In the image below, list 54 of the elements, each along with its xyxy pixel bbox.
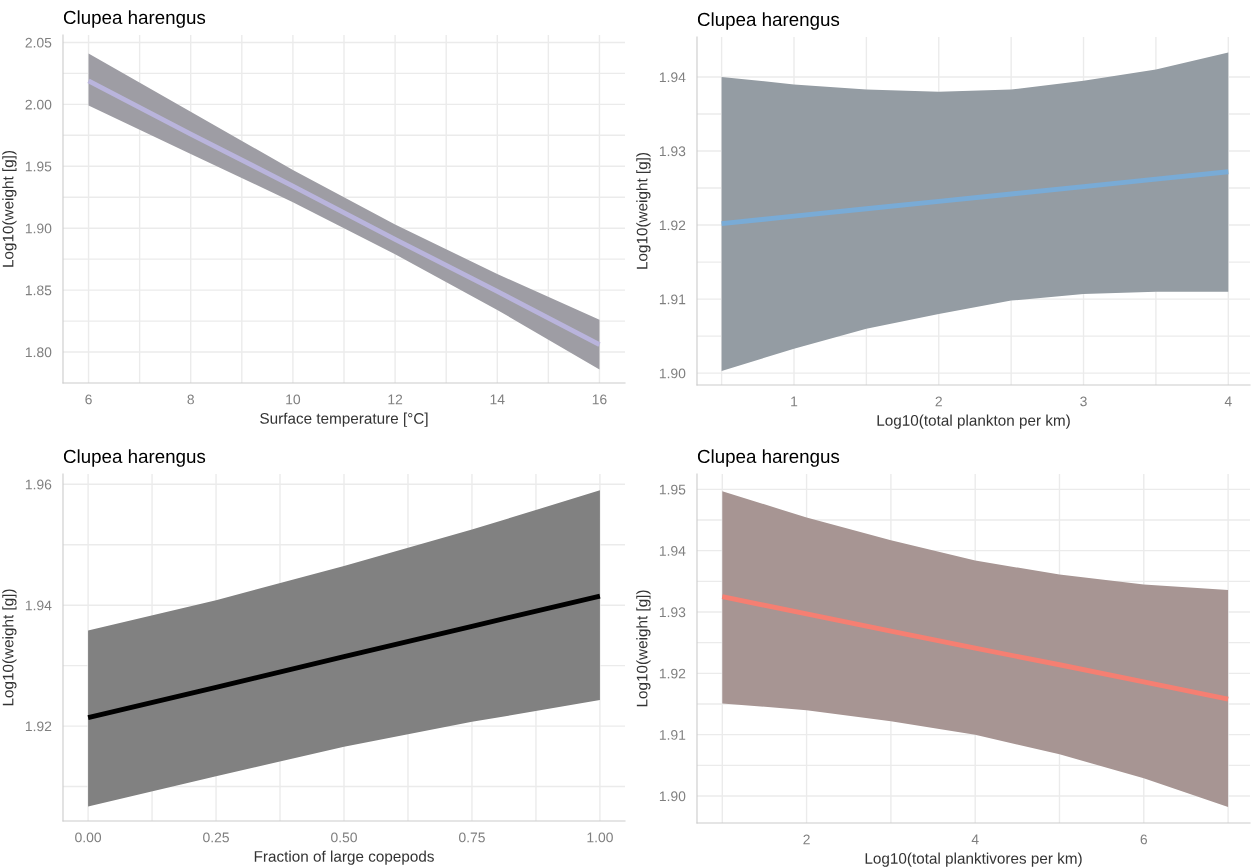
x-tick-label: 16 bbox=[592, 394, 607, 405]
y-tick-label: 1.93 bbox=[659, 146, 686, 157]
x-tick-label: 0.25 bbox=[203, 832, 229, 843]
y-tick-label: 1.94 bbox=[659, 72, 686, 83]
x-tick-label: 14 bbox=[490, 394, 505, 405]
y-tick-label: 1.93 bbox=[659, 607, 686, 618]
x-tick-label: 10 bbox=[286, 394, 301, 405]
y-tick-label: 1.91 bbox=[659, 294, 686, 305]
x-axis-title: Log10(total plankton per km) bbox=[877, 414, 1070, 429]
y-tick-label: 2.05 bbox=[25, 37, 52, 48]
line-series bbox=[719, 594, 1231, 702]
x-tick-label: 4 bbox=[1224, 396, 1232, 407]
y-tick-label: 1.92 bbox=[25, 721, 52, 732]
x-tick-label: 4 bbox=[971, 834, 979, 845]
line-series bbox=[85, 593, 603, 721]
y-tick-label: 2.00 bbox=[25, 99, 52, 110]
y-tick-label: 1.90 bbox=[659, 368, 686, 379]
line-series bbox=[86, 78, 602, 348]
y-axis-title: Log10(weight [g]) bbox=[636, 590, 651, 707]
y-tick-label: 1.91 bbox=[659, 730, 686, 740]
x-tick-label: 0.75 bbox=[458, 832, 485, 843]
y-axis-title: Log10(weight [g]) bbox=[2, 589, 17, 706]
x-tick-label: 6 bbox=[1140, 834, 1148, 845]
x-tick-label: 1.00 bbox=[587, 832, 613, 843]
x-tick-label: 8 bbox=[187, 394, 194, 405]
line-series bbox=[719, 169, 1231, 227]
x-tick-label: 12 bbox=[388, 394, 403, 405]
y-tick-label: 1.92 bbox=[659, 220, 686, 231]
x-tick-label: 2 bbox=[803, 834, 810, 845]
y-tick-label: 1.90 bbox=[659, 791, 686, 802]
y-tick-label: 1.92 bbox=[659, 668, 686, 679]
x-tick-label: 6 bbox=[85, 394, 92, 405]
y-tick-label: 1.94 bbox=[25, 600, 52, 611]
x-tick-label: 0.00 bbox=[75, 832, 102, 843]
y-axis-title: Log10(weight [g]) bbox=[636, 152, 651, 269]
x-tick-label: 1 bbox=[791, 396, 798, 407]
x-axis-title: Surface temperature [°C] bbox=[260, 412, 428, 427]
y-tick-label: 1.80 bbox=[25, 347, 52, 358]
y-tick-label: 1.96 bbox=[25, 479, 52, 490]
y-tick-label: 1.85 bbox=[25, 285, 52, 296]
x-tick-label: 0.50 bbox=[331, 832, 357, 843]
chart-title: Clupea harengus bbox=[63, 10, 206, 28]
y-tick-label: 1.95 bbox=[25, 161, 52, 172]
chart-title: Clupea harengus bbox=[697, 449, 840, 467]
x-tick-label: 3 bbox=[1080, 396, 1087, 407]
y-tick-label: 1.95 bbox=[659, 484, 686, 495]
x-axis-title: Log10(total planktivores per km) bbox=[865, 852, 1082, 867]
chart-title: Clupea harengus bbox=[697, 12, 840, 30]
x-axis-title: Fraction of large copepods bbox=[254, 850, 434, 865]
y-tick-label: 1.90 bbox=[25, 223, 52, 234]
x-tick-label: 2 bbox=[935, 396, 942, 407]
y-tick-label: 1.94 bbox=[659, 546, 686, 556]
chart-title: Clupea harengus bbox=[63, 449, 206, 467]
y-axis-title: Log10(weight [g]) bbox=[2, 150, 17, 267]
